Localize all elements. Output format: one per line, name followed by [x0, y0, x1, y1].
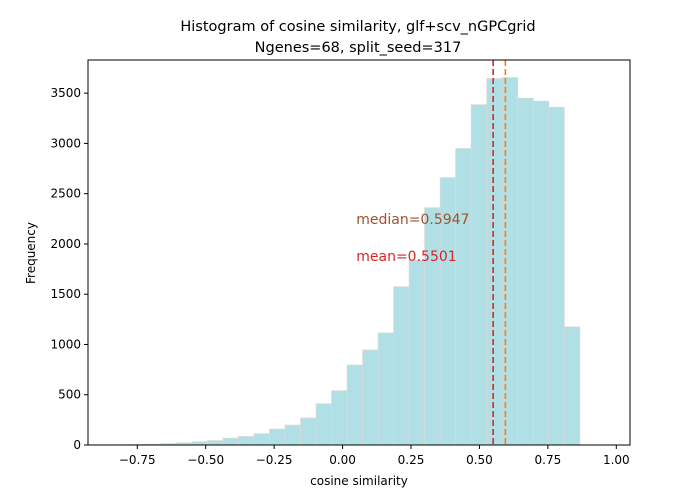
histogram-bar-15 [331, 390, 348, 446]
y-tick-label-5: 2500 [50, 187, 81, 201]
histogram-bar-20 [408, 259, 426, 446]
x-axis-label: cosine similarity [310, 474, 408, 488]
histogram-bar-16 [346, 364, 364, 446]
histogram-bar-8 [222, 437, 239, 446]
histogram-bar-9 [238, 436, 255, 446]
histogram-bar-10 [253, 433, 270, 446]
x-tick-label-6: 0.75 [535, 453, 562, 467]
histogram-bar-30 [563, 326, 581, 446]
chart-title-line-2: Ngenes=68, split_seed=317 [255, 40, 462, 56]
histogram-bar-19 [393, 286, 410, 446]
stat-lines [492, 60, 507, 445]
histogram-bar-23 [455, 148, 472, 446]
x-tick-label-3: 0.00 [329, 453, 356, 467]
x-tick-label-5: 0.50 [466, 453, 493, 467]
y-tick-label-6: 3000 [50, 136, 81, 150]
histogram-bars [98, 77, 581, 446]
histogram-bar-11 [269, 428, 286, 446]
y-tick-label-0: 0 [73, 438, 81, 452]
histogram-bar-17 [362, 349, 379, 446]
histogram-bar-7 [207, 440, 224, 446]
histogram-bar-28 [532, 100, 550, 446]
plot-frame [87, 59, 631, 446]
histogram-bar-14 [315, 403, 333, 446]
y-axis-label: Frequency [24, 222, 38, 284]
x-axis-ticks: −0.75 −0.50 −0.25 0.00 0.25 0.50 0.75 1.00 [119, 445, 630, 467]
histogram-bar-13 [300, 417, 317, 446]
y-tick-label-2: 1000 [50, 337, 81, 351]
x-tick-label-4: 0.25 [398, 453, 425, 467]
x-tick-label-0: −0.75 [119, 453, 156, 467]
y-tick-label-7: 3500 [50, 86, 81, 100]
annotation-1: mean=0.5501 [356, 249, 456, 265]
y-tick-label-1: 500 [58, 388, 81, 402]
y-axis-ticks: 0 500 1000 1500 2000 2500 3000 3500 [50, 86, 88, 452]
y-tick-label-3: 1500 [50, 287, 81, 301]
y-tick-label-4: 2000 [50, 237, 81, 251]
chart-title-line-1: Histogram of cosine similarity, glf+scv_… [180, 19, 535, 35]
histogram-bar-21 [424, 207, 441, 446]
histogram-bar-12 [284, 424, 302, 446]
annotation-0: median=0.5947 [356, 212, 469, 228]
histogram-bar-18 [377, 332, 395, 446]
x-tick-label-7: 1.00 [603, 453, 630, 467]
histogram-bar-27 [517, 97, 534, 446]
histogram-bar-29 [548, 106, 565, 446]
histogram-bar-25 [486, 78, 503, 446]
x-tick-label-1: −0.50 [187, 453, 224, 467]
x-tick-label-2: −0.25 [256, 453, 293, 467]
annotations: median=0.5947 mean=0.5501 [356, 212, 469, 265]
histogram-bar-24 [470, 104, 488, 446]
